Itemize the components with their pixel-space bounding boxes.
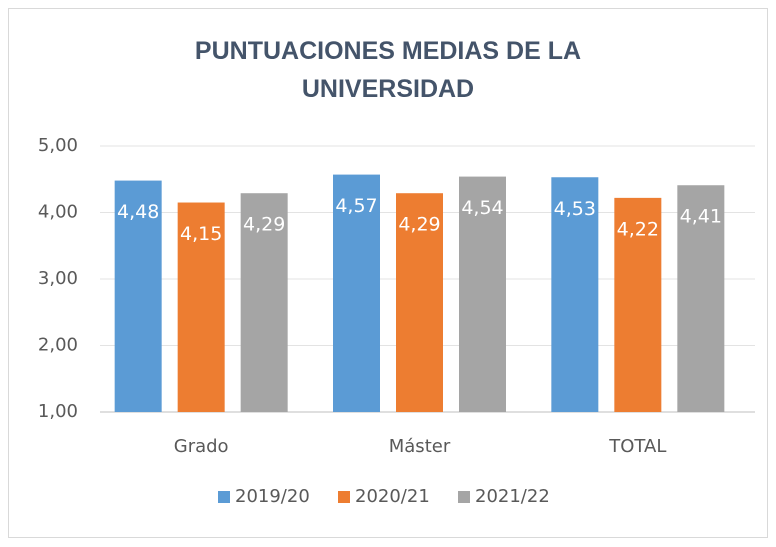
x-tick-label: Grado <box>174 436 229 457</box>
value-label: 4,48 <box>117 201 159 223</box>
y-tick-label: 4,00 <box>38 202 78 223</box>
legend-swatch <box>458 491 470 503</box>
legend-swatch <box>218 491 230 503</box>
bar <box>333 174 380 412</box>
bar <box>114 180 162 412</box>
value-label: 4,54 <box>461 197 503 219</box>
bar <box>614 197 662 412</box>
bar <box>396 193 443 412</box>
bar <box>240 193 288 412</box>
legend-swatch <box>338 491 350 503</box>
legend-label: 2019/20 <box>235 486 310 507</box>
y-tick-label: 1,00 <box>38 401 78 422</box>
chart-title: PUNTUACIONES MEDIAS DE LA UNIVERSIDAD <box>194 37 582 103</box>
legend-label: 2021/22 <box>475 486 550 507</box>
value-label: 4,22 <box>617 218 659 240</box>
x-tick-label: Máster <box>389 436 451 457</box>
value-label: 4,53 <box>554 198 596 220</box>
value-label: 4,29 <box>398 214 440 236</box>
y-tick-label: 5,00 <box>38 135 78 156</box>
bar <box>551 177 599 412</box>
bar <box>677 185 725 412</box>
legend-label: 2020/21 <box>355 486 430 507</box>
bar <box>177 202 225 412</box>
chart-frame <box>8 8 768 538</box>
value-label: 4,57 <box>335 195 377 217</box>
value-label: 4,15 <box>180 223 222 245</box>
y-tick-label: 3,00 <box>38 268 78 289</box>
value-label: 4,29 <box>243 214 285 236</box>
x-tick-label: TOTAL <box>608 436 666 457</box>
value-label: 4,41 <box>680 206 722 228</box>
y-tick-label: 2,00 <box>38 335 78 356</box>
bar <box>459 176 506 412</box>
